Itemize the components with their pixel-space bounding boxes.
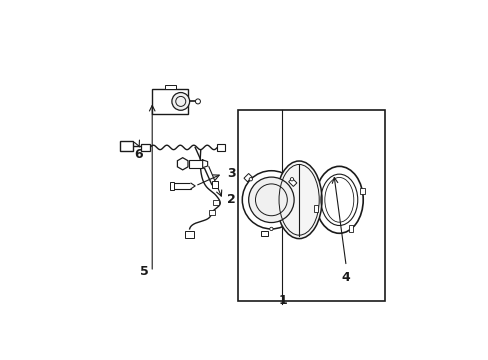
Polygon shape [177,158,187,170]
Bar [360,188,364,194]
Bar [208,210,214,215]
Text: 5: 5 [139,265,148,278]
Bar [170,183,174,190]
Text: 4: 4 [341,271,350,284]
Bar [141,144,150,151]
Bar [261,231,267,237]
Bar [244,174,252,182]
Bar [152,89,188,114]
Circle shape [248,177,293,222]
Bar [188,160,202,168]
Polygon shape [202,160,207,168]
Bar [171,183,191,189]
Bar [164,85,175,90]
Text: 3: 3 [226,167,235,180]
Bar [217,144,224,151]
Polygon shape [191,183,195,189]
Text: 2: 2 [226,193,235,206]
Bar [211,181,218,188]
Circle shape [290,177,293,181]
Bar [213,200,219,205]
Circle shape [172,93,189,110]
Circle shape [269,227,272,231]
Circle shape [249,177,252,181]
Bar [185,231,193,238]
Text: 6: 6 [134,148,142,161]
Text: 1: 1 [278,293,286,307]
Bar [348,225,353,232]
Circle shape [195,99,200,104]
Bar [313,205,318,212]
Circle shape [242,171,300,229]
Bar [288,178,296,186]
Bar [120,141,133,151]
Ellipse shape [276,161,321,239]
Ellipse shape [315,166,363,233]
Bar [238,110,384,301]
